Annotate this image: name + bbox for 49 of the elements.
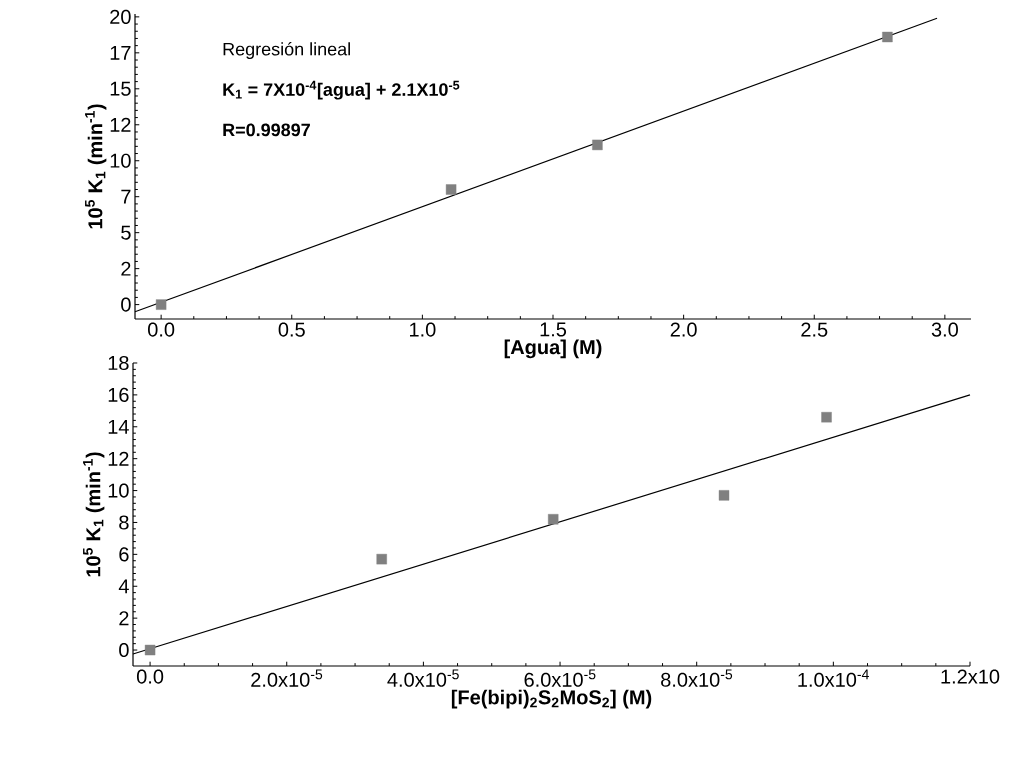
annotation: R=0.99897 <box>223 123 310 137</box>
x-tick-label: 4.0x10$^{-5}$ <box>387 669 459 687</box>
y-tick-label: 20 <box>110 9 131 24</box>
y-tick-label: 10 <box>110 153 131 168</box>
annotation: K$_{1}$ = 7X10$^{-4}$[agua] + 2.1X10$^{-5}$ <box>223 80 460 100</box>
x-tick-label: 2.0x10$^{-5}$ <box>251 669 323 687</box>
x-tick-label: 0.0 <box>148 322 175 337</box>
x-tick-label: 1.2x10 <box>941 669 1000 684</box>
x-axis-title: [Fe(bipi)$_{2}$S$_{2}$MoS$_{2}$] (M) <box>451 689 652 709</box>
x-tick-label: 0.5 <box>278 322 305 337</box>
y-tick-label: 12 <box>110 117 131 132</box>
y-tick-label: 2 <box>121 261 131 276</box>
x-tick-label: 2.0 <box>670 322 697 337</box>
y-tick-label: 15 <box>110 81 131 96</box>
x-tick-label: 0.0 <box>136 669 164 684</box>
y-tick-label: 0 <box>121 297 131 312</box>
y-tick-label: 12 <box>108 451 129 466</box>
x-tick-label: 6.0x10$^{-5}$ <box>524 669 596 687</box>
y-tick-label: 14 <box>108 419 129 434</box>
x-tick-label: 1.0 <box>410 322 436 337</box>
point <box>155 299 167 310</box>
point <box>445 184 457 195</box>
point <box>821 412 832 423</box>
y-tick-label: 6 <box>119 547 129 562</box>
y-tick-label: 10 <box>108 483 129 498</box>
y-tick-label: 16 <box>108 387 129 402</box>
x-tick-label: 8.0x10$^{-5}$ <box>661 669 733 687</box>
y-tick-label: 18 <box>108 355 129 371</box>
x-tick-label: 1.5 <box>540 322 567 337</box>
x-axis-title: [Agua] (M) <box>504 339 602 359</box>
y-tick-label: 7 <box>121 189 131 204</box>
point <box>592 139 603 151</box>
y-axis-title: 10$^{5}$ K$_{1}$ (min$^{-1}$) <box>85 104 107 229</box>
point <box>144 644 156 656</box>
point <box>376 553 387 565</box>
y-tick-label: 5 <box>121 225 131 240</box>
y-tick-label: 8 <box>119 515 129 530</box>
point <box>548 514 559 525</box>
y-tick-label: 2 <box>119 611 129 626</box>
x-tick-label: 2.5 <box>801 322 828 337</box>
point <box>718 490 730 501</box>
annotation: Regresión lineal <box>223 42 350 60</box>
x-tick-label: 1.0x10$^{-4}$ <box>798 669 869 687</box>
y-axis-title: 10$^{5}$ K$_{1}$ (min$^{-1}$) <box>83 452 105 577</box>
y-tick-label: 0 <box>119 642 129 658</box>
point <box>882 31 893 43</box>
x-tick-label: 3.0 <box>931 322 958 337</box>
y-tick-label: 4 <box>118 579 129 594</box>
y-tick-label: 17 <box>110 45 131 60</box>
